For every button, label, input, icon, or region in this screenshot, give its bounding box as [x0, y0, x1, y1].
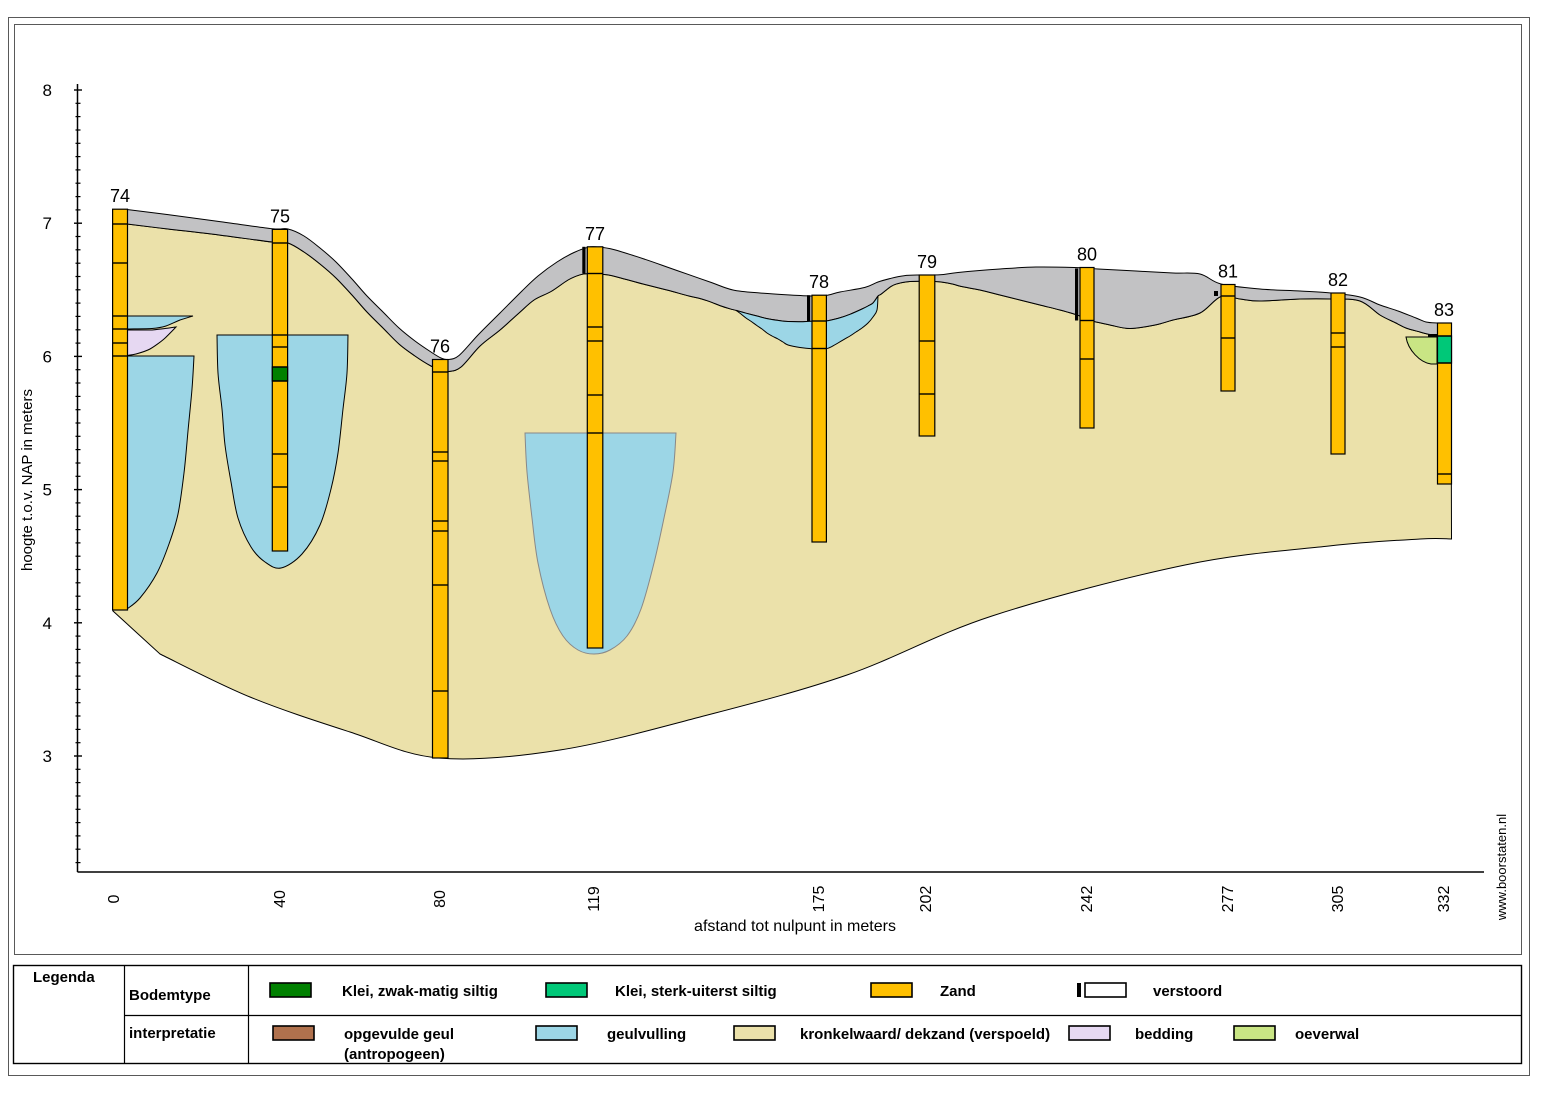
svg-text:81: 81	[1218, 262, 1238, 282]
svg-text:74: 74	[110, 186, 130, 206]
svg-text:Legenda: Legenda	[33, 969, 95, 986]
svg-text:verstoord: verstoord	[1153, 983, 1222, 1000]
svg-text:77: 77	[585, 224, 605, 244]
svg-text:Klei, zwak-matig siltig: Klei, zwak-matig siltig	[342, 983, 498, 1000]
svg-text:7: 7	[43, 214, 52, 233]
svg-text:305: 305	[1330, 886, 1347, 913]
svg-text:175: 175	[811, 886, 828, 913]
svg-text:277: 277	[1220, 886, 1237, 913]
svg-text:4: 4	[43, 614, 52, 633]
svg-text:6: 6	[43, 347, 52, 366]
svg-text:119: 119	[586, 886, 603, 912]
svg-text:afstand tot nulpunt in meters: afstand tot nulpunt in meters	[694, 918, 896, 935]
svg-text:Zand: Zand	[940, 983, 976, 1000]
svg-text:(antropogeen): (antropogeen)	[344, 1046, 445, 1063]
svg-text:8: 8	[43, 81, 52, 100]
svg-text:76: 76	[430, 337, 450, 357]
svg-text:242: 242	[1079, 886, 1096, 913]
svg-text:75: 75	[270, 206, 290, 226]
svg-text:bedding: bedding	[1135, 1026, 1193, 1043]
svg-text:Klei, sterk-uiterst siltig: Klei, sterk-uiterst siltig	[615, 983, 777, 1000]
svg-text:hoogte t.o.v. NAP in meters: hoogte t.o.v. NAP in meters	[19, 389, 36, 571]
svg-text:3: 3	[43, 747, 52, 766]
svg-text:82: 82	[1328, 270, 1348, 290]
svg-text:78: 78	[809, 272, 829, 292]
svg-text:interpretatie: interpretatie	[129, 1025, 216, 1042]
svg-text:40: 40	[272, 890, 289, 908]
svg-text:79: 79	[917, 252, 937, 272]
svg-text:5: 5	[43, 481, 52, 500]
svg-text:opgevulde geul: opgevulde geul	[344, 1026, 454, 1043]
svg-text:kronkelwaard/ dekzand (verspoe: kronkelwaard/ dekzand (verspoeld)	[800, 1026, 1050, 1043]
svg-text:332: 332	[1436, 886, 1453, 913]
svg-text:Bodemtype: Bodemtype	[129, 987, 211, 1004]
svg-text:www.boorstaten.nl: www.boorstaten.nl	[1494, 814, 1509, 921]
svg-text:83: 83	[1434, 300, 1454, 320]
svg-text:80: 80	[1077, 245, 1097, 265]
svg-text:0: 0	[106, 894, 123, 903]
svg-text:80: 80	[432, 890, 449, 908]
svg-text:oeverwal: oeverwal	[1295, 1026, 1359, 1043]
svg-text:geulvulling: geulvulling	[607, 1026, 686, 1043]
svg-text:202: 202	[918, 886, 935, 913]
